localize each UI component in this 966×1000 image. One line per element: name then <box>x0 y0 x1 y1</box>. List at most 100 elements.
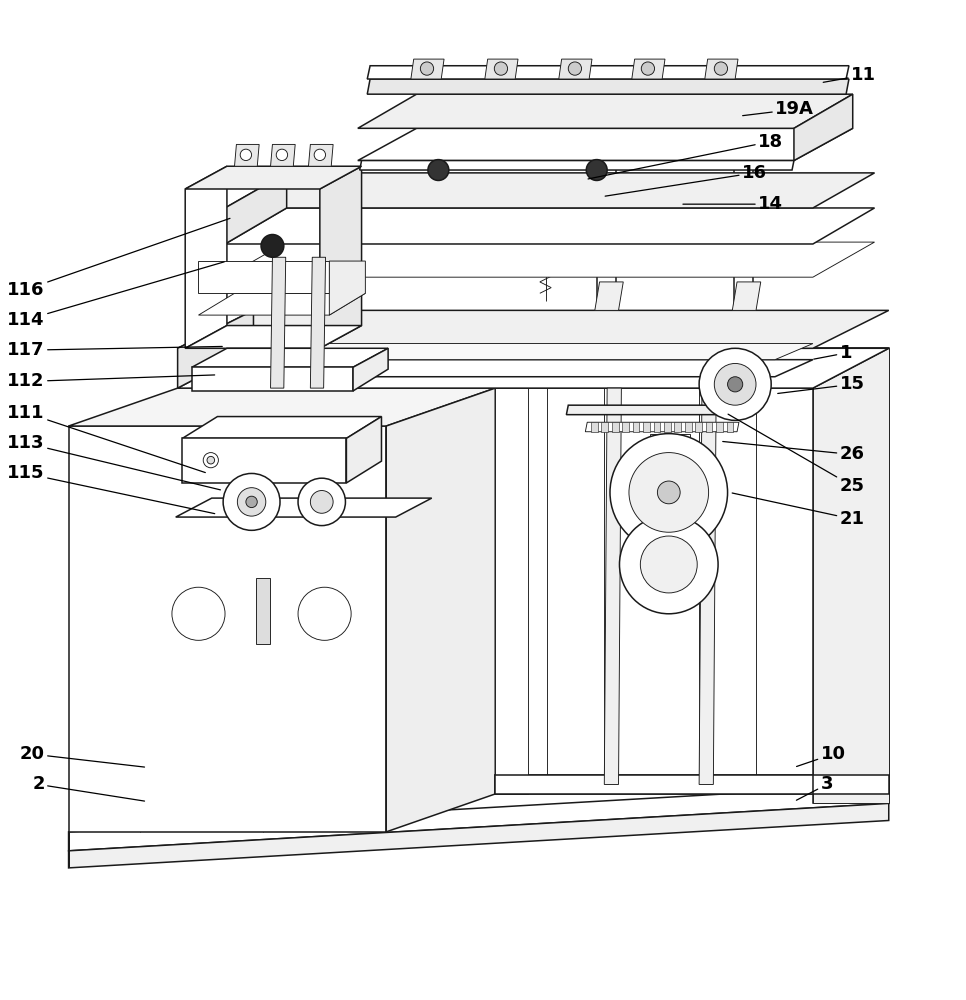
Circle shape <box>619 515 718 614</box>
Circle shape <box>428 160 449 180</box>
Polygon shape <box>310 257 326 388</box>
Polygon shape <box>650 434 690 495</box>
Polygon shape <box>622 422 629 432</box>
Polygon shape <box>813 348 889 803</box>
Circle shape <box>207 456 214 464</box>
Polygon shape <box>386 388 496 832</box>
Polygon shape <box>674 422 681 432</box>
Polygon shape <box>602 422 608 432</box>
Polygon shape <box>347 417 382 483</box>
Circle shape <box>261 235 284 257</box>
Circle shape <box>238 488 266 516</box>
Polygon shape <box>357 94 853 128</box>
Polygon shape <box>716 422 723 432</box>
Polygon shape <box>664 422 670 432</box>
Circle shape <box>640 536 697 593</box>
Circle shape <box>610 434 727 551</box>
Text: 25: 25 <box>728 414 865 495</box>
Polygon shape <box>225 173 287 244</box>
Polygon shape <box>220 360 813 377</box>
Polygon shape <box>595 282 623 310</box>
Circle shape <box>629 453 709 532</box>
Polygon shape <box>320 166 361 348</box>
Polygon shape <box>611 422 618 432</box>
Polygon shape <box>69 803 889 868</box>
Polygon shape <box>558 59 592 79</box>
Text: 20: 20 <box>20 745 145 767</box>
Circle shape <box>310 491 333 513</box>
Polygon shape <box>192 348 388 367</box>
Polygon shape <box>496 348 889 388</box>
Polygon shape <box>183 438 347 483</box>
Circle shape <box>714 62 727 75</box>
Polygon shape <box>654 422 660 432</box>
Polygon shape <box>367 79 849 94</box>
Circle shape <box>246 496 257 508</box>
Polygon shape <box>235 144 259 166</box>
Polygon shape <box>270 144 296 166</box>
Polygon shape <box>685 422 692 432</box>
Polygon shape <box>496 388 528 794</box>
Circle shape <box>223 473 280 530</box>
Polygon shape <box>178 310 253 388</box>
Polygon shape <box>192 367 353 391</box>
Circle shape <box>420 62 434 75</box>
Circle shape <box>276 149 288 161</box>
Polygon shape <box>794 94 853 161</box>
Text: 111: 111 <box>8 404 206 473</box>
Text: 116: 116 <box>8 218 230 299</box>
Circle shape <box>568 62 582 75</box>
Polygon shape <box>705 59 738 79</box>
Circle shape <box>298 587 351 640</box>
Circle shape <box>586 160 608 180</box>
Circle shape <box>641 62 655 75</box>
Circle shape <box>727 377 743 392</box>
Circle shape <box>298 478 346 526</box>
Polygon shape <box>353 348 388 391</box>
Polygon shape <box>225 208 874 244</box>
Text: 3: 3 <box>796 775 833 800</box>
Polygon shape <box>308 144 333 166</box>
Polygon shape <box>732 282 761 310</box>
Text: 21: 21 <box>732 493 865 528</box>
Circle shape <box>495 62 507 75</box>
Polygon shape <box>496 775 813 794</box>
Polygon shape <box>69 388 496 426</box>
Polygon shape <box>357 128 853 161</box>
Polygon shape <box>183 417 382 438</box>
Polygon shape <box>178 310 889 348</box>
Polygon shape <box>225 173 874 208</box>
Text: 18: 18 <box>588 133 783 179</box>
Polygon shape <box>69 426 386 832</box>
Circle shape <box>241 149 251 161</box>
Polygon shape <box>176 498 432 517</box>
Polygon shape <box>643 422 650 432</box>
Polygon shape <box>178 348 889 388</box>
Polygon shape <box>256 578 270 644</box>
Circle shape <box>658 481 680 504</box>
Polygon shape <box>185 326 361 348</box>
Text: 114: 114 <box>8 262 224 329</box>
Circle shape <box>714 363 756 405</box>
Polygon shape <box>485 59 518 79</box>
Polygon shape <box>198 293 365 315</box>
Polygon shape <box>585 422 739 432</box>
Text: 14: 14 <box>683 195 782 213</box>
Polygon shape <box>813 348 889 803</box>
Polygon shape <box>359 161 794 170</box>
Polygon shape <box>198 261 329 293</box>
Polygon shape <box>496 775 889 794</box>
Polygon shape <box>270 257 286 388</box>
Text: 19A: 19A <box>743 100 813 118</box>
Text: 112: 112 <box>8 372 214 390</box>
Text: 113: 113 <box>8 434 220 490</box>
Polygon shape <box>367 66 849 79</box>
Polygon shape <box>632 59 665 79</box>
Text: 2: 2 <box>33 775 145 801</box>
Text: 11: 11 <box>823 66 876 84</box>
Text: 115: 115 <box>8 464 214 514</box>
Text: 26: 26 <box>723 441 865 463</box>
Text: 16: 16 <box>605 164 767 196</box>
Text: 117: 117 <box>8 341 222 359</box>
Polygon shape <box>329 261 365 315</box>
